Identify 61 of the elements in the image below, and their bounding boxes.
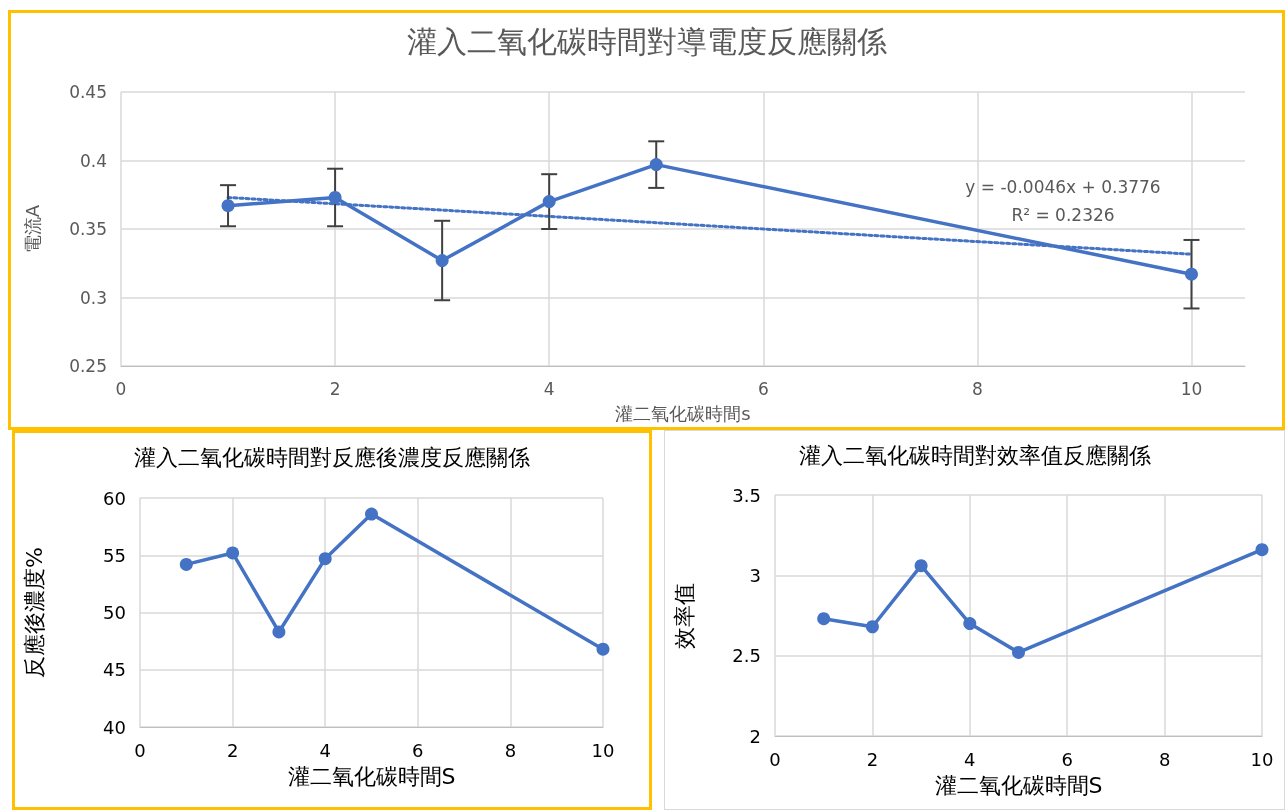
point (1012, 645, 1025, 659)
x-axis-title: 灌二氧化碳時間S (934, 772, 1103, 798)
point (226, 546, 240, 560)
y-tick-label: 0.45 (69, 82, 107, 102)
point (221, 199, 235, 213)
point (542, 195, 556, 209)
annotation: R² = 0.2326 (1011, 205, 1115, 225)
chart-title: 灌入二氧化碳時間對反應後濃度反應關係 (134, 444, 530, 470)
x-tick-label: 8 (971, 378, 983, 399)
point (1255, 543, 1269, 557)
point (865, 620, 879, 634)
y-tick-label: 45 (103, 659, 126, 681)
point (649, 158, 663, 172)
y-tick-label: 40 (103, 716, 126, 738)
y-tick-label: 0.25 (69, 356, 107, 376)
y-tick-label: 2.5 (732, 645, 761, 667)
y-tick-label: 0.35 (69, 219, 107, 239)
x-tick-label: 2 (226, 739, 239, 761)
x-tick-label: 0 (115, 378, 127, 399)
y-tick-label: 0.3 (79, 287, 107, 308)
point (963, 617, 977, 631)
annotation: y = -0.0046x + 0.3776 (965, 177, 1161, 197)
x-tick-label: 2 (329, 378, 341, 399)
chart-title: 灌入二氧化碳時間對效率值反應關係 (798, 442, 1151, 468)
y-tick-label: 2 (749, 725, 761, 747)
x-tick-label: 0 (134, 739, 146, 761)
x-tick-label: 10 (1250, 748, 1274, 770)
point (365, 507, 378, 521)
y-tick-label: 55 (103, 544, 126, 566)
x-axis-title: 灌二氧化碳時間s (615, 402, 751, 424)
chart-title: 灌入二氧化碳時間對導電度反應關係 (406, 23, 887, 59)
point (328, 190, 342, 204)
point (435, 254, 449, 268)
point (318, 552, 332, 566)
point (914, 559, 928, 573)
y-tick-label: 3 (749, 564, 761, 586)
x-tick-label: 4 (319, 739, 331, 761)
y-tick-label: 0.4 (79, 150, 107, 171)
x-tick-label: 8 (1158, 748, 1171, 770)
x-tick-label: 8 (504, 739, 517, 761)
x-tick-label: 4 (964, 748, 976, 770)
x-tick-label: 6 (412, 739, 424, 761)
point (817, 612, 831, 626)
y-axis-title: 效率值 (671, 582, 697, 649)
y-tick-label: 3.5 (732, 484, 761, 506)
x-tick-label: 10 (1180, 378, 1203, 399)
x-tick-label: 6 (757, 378, 769, 399)
point (596, 642, 610, 656)
x-tick-label: 0 (769, 748, 781, 770)
x-axis-title: 灌二氧化碳時間S (287, 763, 456, 789)
point (179, 557, 193, 571)
y-axis-title: 反應後濃度% (21, 547, 47, 678)
y-tick-label: 60 (103, 487, 126, 509)
x-tick-label: 10 (591, 739, 615, 761)
x-tick-label: 6 (1061, 748, 1073, 770)
y-axis-title: 電流A (21, 204, 43, 254)
point (1184, 267, 1198, 281)
y-tick-label: 50 (103, 602, 126, 623)
x-tick-label: 2 (866, 748, 879, 770)
x-tick-label: 4 (543, 378, 555, 399)
point (272, 625, 286, 639)
